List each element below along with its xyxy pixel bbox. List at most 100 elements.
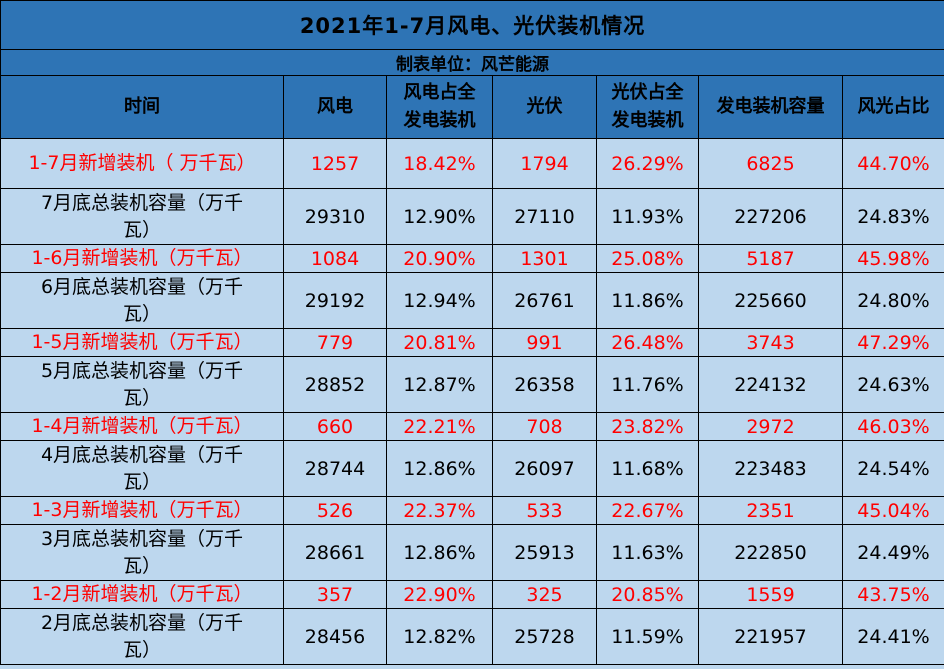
cell-value: 25728 bbox=[492, 608, 597, 665]
row-label: 4月底总装机容量（万千 瓦） bbox=[0, 440, 284, 497]
cell-value: 1301 bbox=[492, 244, 597, 273]
cell-value: 28852 bbox=[283, 356, 387, 413]
row-label: 5月底总装机容量（万千 瓦） bbox=[0, 356, 284, 413]
row-label: 1-2月新增装机（万千瓦） bbox=[0, 580, 284, 609]
cell-value: 1794 bbox=[492, 138, 597, 189]
cell-value: 22.67% bbox=[596, 496, 699, 525]
table-row: 5月底总装机容量（万千 瓦） 28852 12.87% 26358 11.76%… bbox=[0, 356, 944, 413]
row-label: 6月底总装机容量（万千 瓦） bbox=[0, 272, 284, 329]
cell-value: 3743 bbox=[698, 328, 843, 357]
cell-value: 45.04% bbox=[841, 496, 944, 525]
cell-value: 224132 bbox=[698, 356, 843, 413]
cell-value: 29310 bbox=[283, 188, 387, 245]
column-header-wind-solar-share: 风光占比 bbox=[841, 75, 944, 139]
cell-value: 22.90% bbox=[386, 580, 493, 609]
table-row: 3月底总装机容量（万千 瓦） 28661 12.86% 25913 11.63%… bbox=[0, 524, 944, 581]
table-row: 7月底总装机容量（万千 瓦） 29310 12.90% 27110 11.93%… bbox=[0, 188, 944, 245]
table-header-row: 时间 风电 风电占全 发电装机 光伏 光伏占全 发电装机 发电装机容量 风光占比 bbox=[0, 75, 944, 139]
cell-value: 28456 bbox=[283, 608, 387, 665]
cell-value: 1084 bbox=[283, 244, 387, 273]
cell-value: 1257 bbox=[283, 138, 387, 189]
cell-value: 779 bbox=[283, 328, 387, 357]
cell-value: 223483 bbox=[698, 440, 843, 497]
cell-value: 221957 bbox=[698, 608, 843, 665]
cell-value: 18.42% bbox=[386, 138, 493, 189]
cell-value: 24.49% bbox=[841, 524, 944, 581]
cell-value: 2351 bbox=[698, 496, 843, 525]
cell-value: 11.93% bbox=[596, 188, 699, 245]
subtitle-row: 制表单位：风芒能源 bbox=[0, 49, 944, 76]
cell-value: 45.98% bbox=[841, 244, 944, 273]
cell-value: 28661 bbox=[283, 524, 387, 581]
column-header-solar: 光伏 bbox=[492, 75, 597, 139]
row-label: 1-3月新增装机（万千瓦） bbox=[0, 496, 284, 525]
table-subtitle: 制表单位：风芒能源 bbox=[0, 49, 944, 76]
column-header-wind: 风电 bbox=[283, 75, 387, 139]
cell-value: 24.41% bbox=[841, 608, 944, 665]
cell-value: 5187 bbox=[698, 244, 843, 273]
cell-value: 43.75% bbox=[841, 580, 944, 609]
column-header-wind-share: 风电占全 发电装机 bbox=[386, 75, 493, 139]
row-label: 3月底总装机容量（万千 瓦） bbox=[0, 524, 284, 581]
cell-value: 20.81% bbox=[386, 328, 493, 357]
table-row: 4月底总装机容量（万千 瓦） 28744 12.86% 26097 11.68%… bbox=[0, 440, 944, 497]
cell-value: 44.70% bbox=[841, 138, 944, 189]
cell-value: 225660 bbox=[698, 272, 843, 329]
cell-value: 357 bbox=[283, 580, 387, 609]
cell-value: 708 bbox=[492, 412, 597, 441]
cell-value: 25913 bbox=[492, 524, 597, 581]
cell-value: 26097 bbox=[492, 440, 597, 497]
column-header-solar-share: 光伏占全 发电装机 bbox=[596, 75, 699, 139]
table-row: 1-4月新增装机（万千瓦） 660 22.21% 708 23.82% 2972… bbox=[0, 412, 944, 441]
row-label: 1-6月新增装机（万千瓦） bbox=[0, 244, 284, 273]
cell-value: 46.03% bbox=[841, 412, 944, 441]
cell-value: 222850 bbox=[698, 524, 843, 581]
cell-value: 11.63% bbox=[596, 524, 699, 581]
cell-value: 12.86% bbox=[386, 524, 493, 581]
table-row: 6月底总装机容量（万千 瓦） 29192 12.94% 26761 11.86%… bbox=[0, 272, 944, 329]
cell-value: 11.86% bbox=[596, 272, 699, 329]
cell-value: 526 bbox=[283, 496, 387, 525]
cell-value: 991 bbox=[492, 328, 597, 357]
cell-value: 6825 bbox=[698, 138, 843, 189]
row-label: 1-5月新增装机（万千瓦） bbox=[0, 328, 284, 357]
cell-value: 22.37% bbox=[386, 496, 493, 525]
cell-value: 11.68% bbox=[596, 440, 699, 497]
cell-value: 2972 bbox=[698, 412, 843, 441]
cell-value: 27110 bbox=[492, 188, 597, 245]
cell-value: 660 bbox=[283, 412, 387, 441]
cell-value: 12.90% bbox=[386, 188, 493, 245]
row-label: 7月底总装机容量（万千 瓦） bbox=[0, 188, 284, 245]
cell-value: 533 bbox=[492, 496, 597, 525]
cell-value: 26.48% bbox=[596, 328, 699, 357]
cell-value: 26.29% bbox=[596, 138, 699, 189]
table-row: 1-3月新增装机（万千瓦） 526 22.37% 533 22.67% 2351… bbox=[0, 496, 944, 525]
cell-value: 26761 bbox=[492, 272, 597, 329]
cell-value: 23.82% bbox=[596, 412, 699, 441]
cell-value: 12.87% bbox=[386, 356, 493, 413]
cell-value: 29192 bbox=[283, 272, 387, 329]
cell-value: 325 bbox=[492, 580, 597, 609]
cell-value: 11.76% bbox=[596, 356, 699, 413]
table-row: 1-7月新增装机（ 万千瓦） 1257 18.42% 1794 26.29% 6… bbox=[0, 138, 944, 189]
cell-value: 26358 bbox=[492, 356, 597, 413]
cell-value: 20.90% bbox=[386, 244, 493, 273]
cell-value: 227206 bbox=[698, 188, 843, 245]
column-header-total-capacity: 发电装机容量 bbox=[698, 75, 843, 139]
column-header-time: 时间 bbox=[0, 75, 284, 139]
title-row: 2021年1-7月风电、光伏装机情况 bbox=[0, 0, 944, 50]
table-row: 1-5月新增装机（万千瓦） 779 20.81% 991 26.48% 3743… bbox=[0, 328, 944, 357]
row-label: 2月底总装机容量（万千 瓦） bbox=[0, 608, 284, 665]
cell-value: 20.85% bbox=[596, 580, 699, 609]
table-title: 2021年1-7月风电、光伏装机情况 bbox=[0, 0, 944, 50]
table-row: 1-6月新增装机（万千瓦） 1084 20.90% 1301 25.08% 51… bbox=[0, 244, 944, 273]
row-label: 1-4月新增装机（万千瓦） bbox=[0, 412, 284, 441]
cell-value: 22.21% bbox=[386, 412, 493, 441]
cell-value: 24.80% bbox=[841, 272, 944, 329]
cell-value: 47.29% bbox=[841, 328, 944, 357]
cell-value: 28744 bbox=[283, 440, 387, 497]
row-label: 1-7月新增装机（ 万千瓦） bbox=[0, 138, 284, 189]
cell-value: 24.83% bbox=[841, 188, 944, 245]
cell-value: 24.63% bbox=[841, 356, 944, 413]
